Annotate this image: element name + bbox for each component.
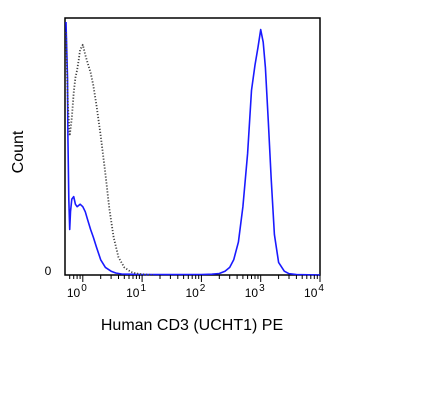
x-tick-label-4: 104 [304,283,324,300]
series-layer [65,21,321,276]
x-tick-label-0: 100 [67,283,87,300]
x-axis-label: Human CD3 (UCHT1) PE [101,317,283,334]
x-ticks [69,275,321,282]
series-line-stained [65,21,321,276]
y-axis-label: Count [10,130,27,173]
y-zero-label: 0 [45,264,52,278]
x-tick-label-1: 101 [126,283,146,300]
x-tick-label-3: 103 [245,283,265,300]
plot-area [64,17,321,276]
x-tick-labels: 100 101 102 103 104 [67,283,325,300]
series-line-control [65,32,153,276]
x-tick-label-2: 102 [185,283,205,300]
